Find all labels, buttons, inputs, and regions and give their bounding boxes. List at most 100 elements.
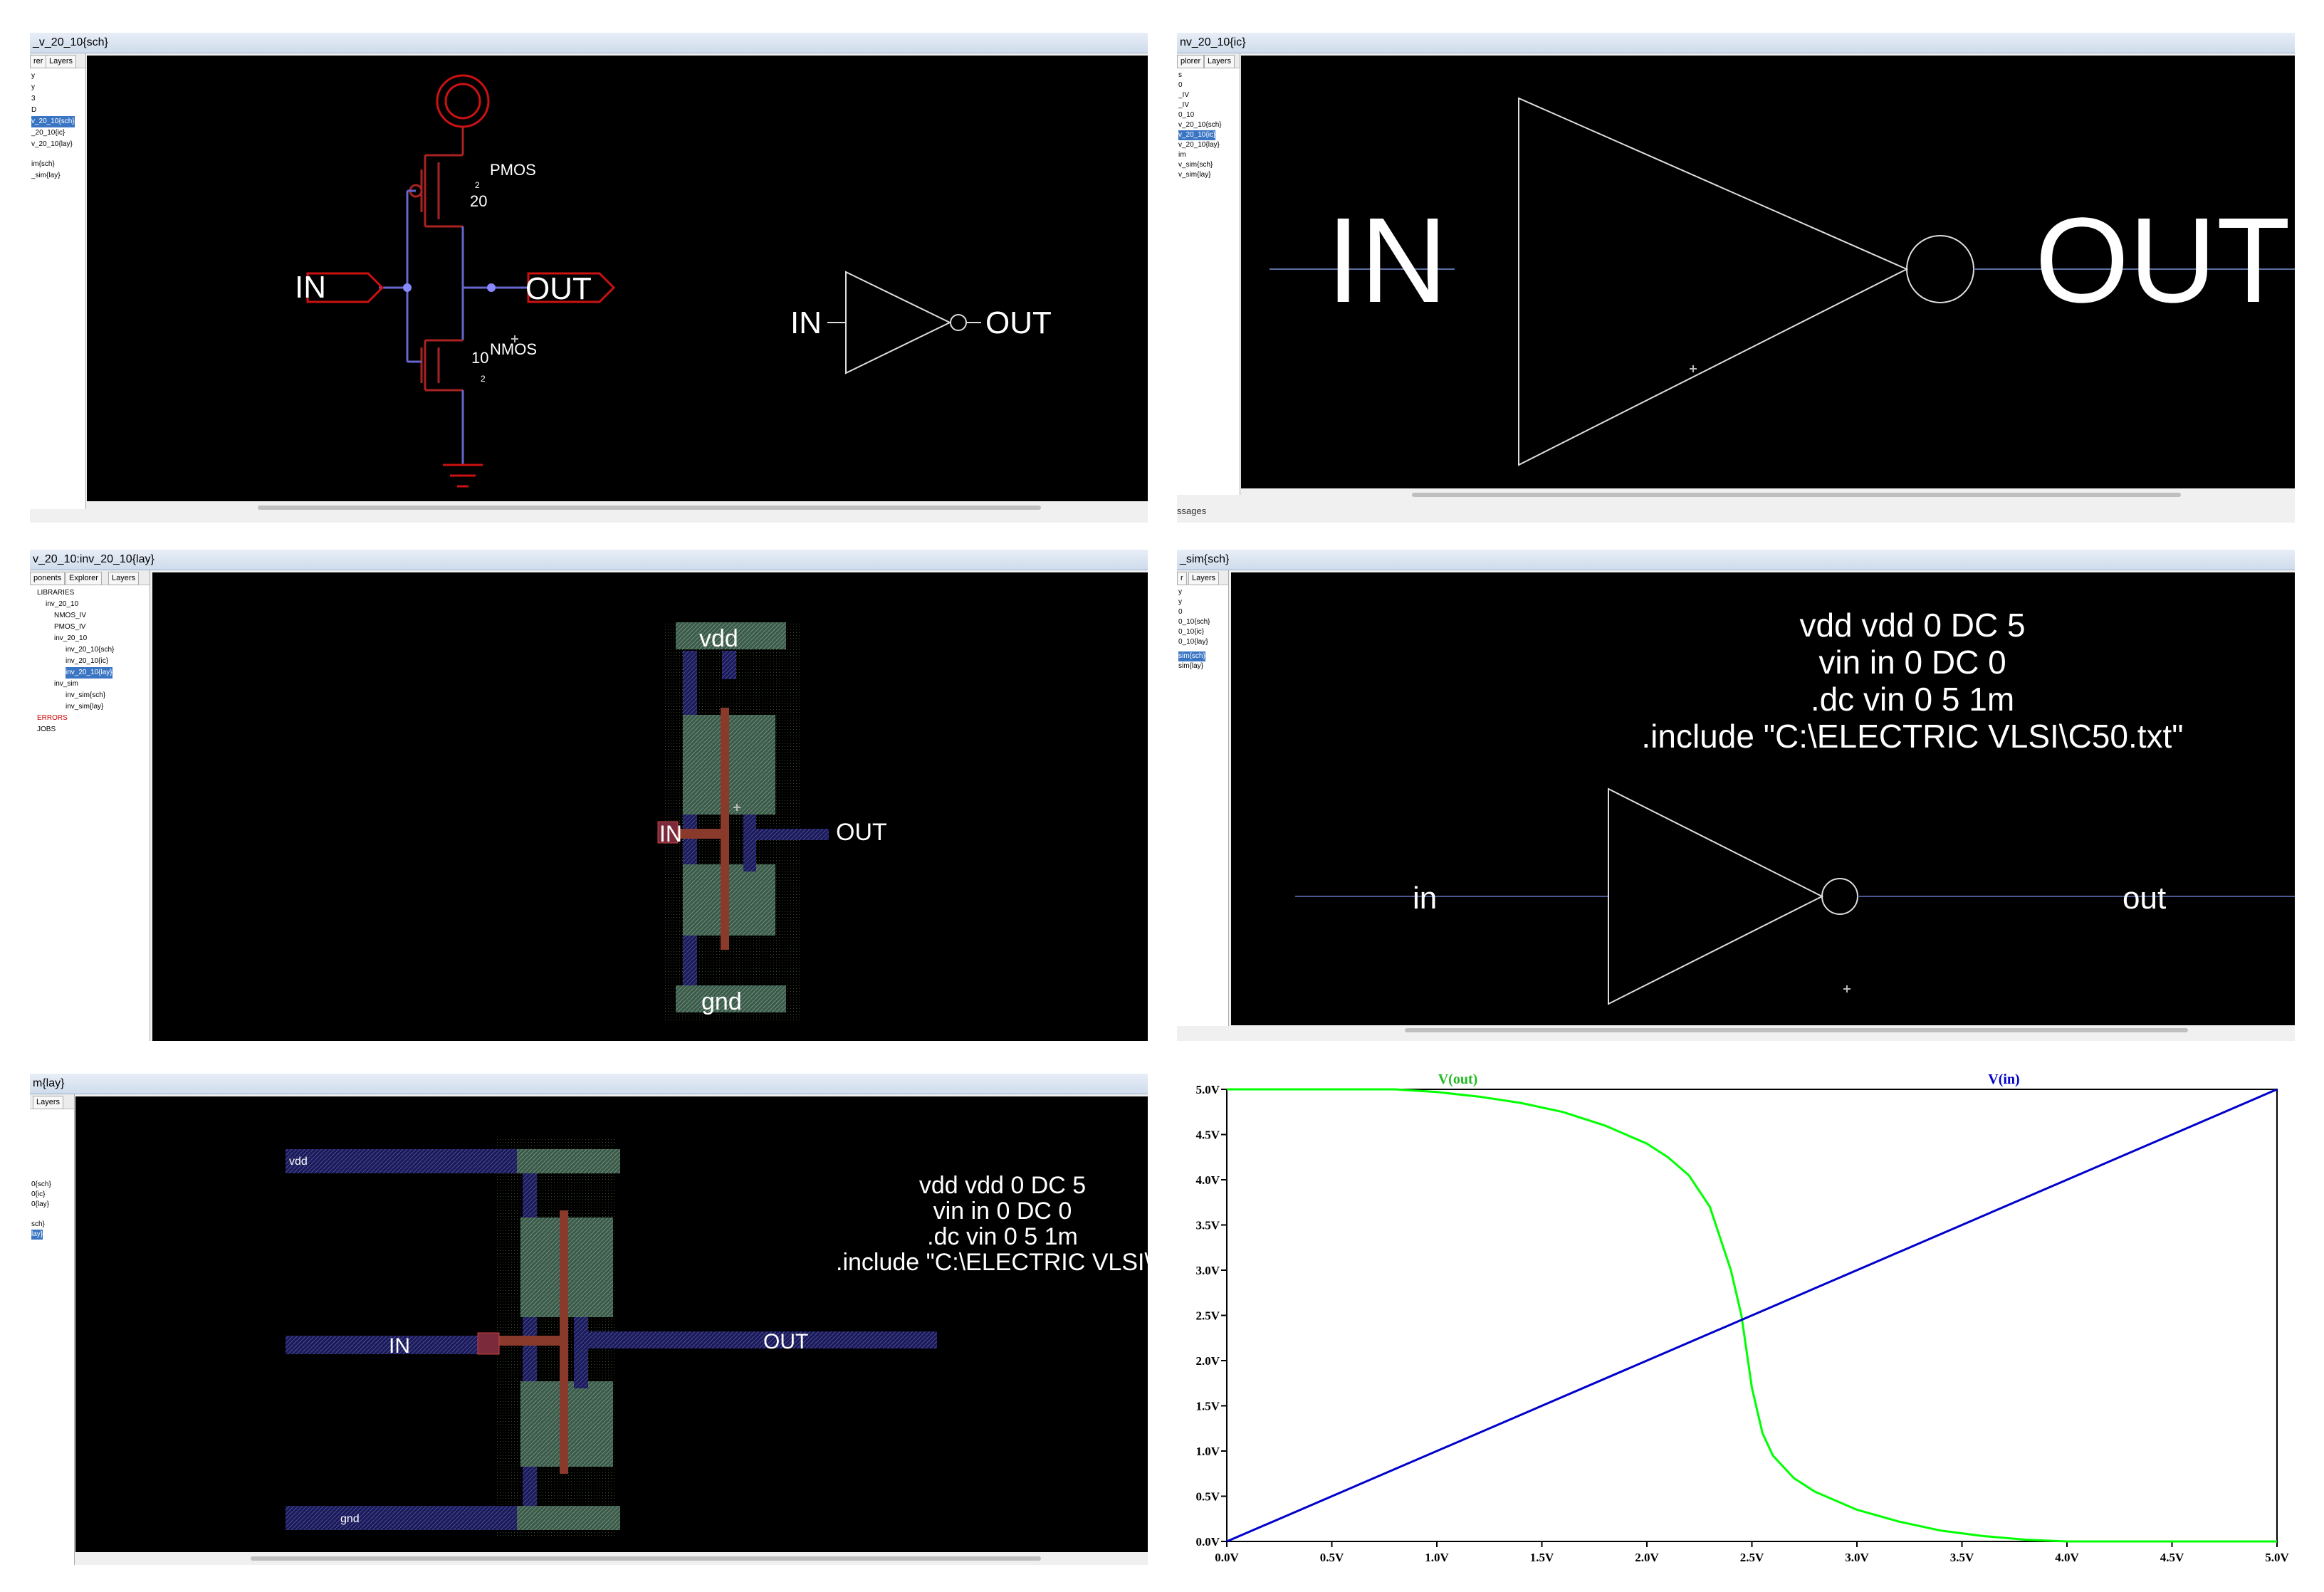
tree-item[interactable]: _20_10{ic} [31,129,66,137]
sim-layout-canvas[interactable]: vdd gnd IN OUT vdd vdd 0 DC 5 vin in 0 D… [75,1096,1148,1552]
tree-item-selected[interactable]: v_20_10{ic} [1178,130,1216,140]
tree-item[interactable]: inv_20_10{sch} [66,646,115,654]
inverter-icon [1608,787,1824,1005]
x-tick-label: 1.0V [1425,1551,1449,1564]
tree-item[interactable]: _IV [1178,101,1190,109]
horizontal-scrollbar[interactable] [1412,493,2181,497]
y-tick-label: 1.5V [1195,1400,1220,1413]
spice-line: vin in 0 DC 0 [933,1198,1072,1225]
out-pin [527,272,616,303]
dc-sweep-chart: 0.0V 0.5V 1.0V 1.5V 2.0V 2.5V 3.0V 3.5V 4.0V 4.5V… [1177,1068,2295,1578]
tab-layers[interactable]: Layers [1188,572,1220,585]
tree-item[interactable]: NMOS_IV [54,612,87,619]
tree-item[interactable]: 0_10{lay} [1178,638,1208,646]
horizontal-scrollbar[interactable] [251,1556,1041,1561]
tree-item-selected[interactable]: inv_20_10{lay} [66,667,112,679]
icon-drawing: IN OUT [1270,97,2295,466]
tree-item[interactable]: im [1178,151,1186,159]
tab-explorer[interactable]: r [1177,572,1187,585]
tree-item[interactable]: 0_10 [1178,111,1195,119]
sim-schematic-window: _sim{sch} r Layers y y 0 0_10{sch} 0_10{… [1177,550,2295,1041]
y-tick-label: 4.0V [1195,1173,1220,1187]
tab-layers[interactable]: Layers [46,55,77,68]
layout-window: v_20_10:inv_20_10{lay} ponents Explorer … [30,550,1148,1041]
tree-item[interactable]: JOBS [37,726,56,733]
tree-item[interactable]: PMOS_IV [54,623,86,631]
tree-item[interactable]: _sim{lay} [31,172,61,179]
horizontal-scrollbar[interactable] [1405,1028,2188,1032]
label-out: OUT [763,1330,808,1353]
y-tick-label: 2.0V [1195,1354,1220,1368]
tree-item[interactable]: ERRORS [37,714,68,722]
tree-item[interactable]: 0{ic} [31,1190,46,1198]
sidebar-tabs: rer Layers [30,53,85,68]
tree-item[interactable]: y [1178,588,1182,596]
x-tick-label: 1.5V [1530,1551,1554,1564]
tree-item[interactable]: inv_20_10{ic} [66,657,109,665]
tree-item[interactable]: inv_sim [54,680,78,688]
tree-item[interactable]: 0 [1178,608,1183,616]
sidebar-tabs: ponents Explorer Layers [30,570,150,585]
window-title: _sim{sch} [1177,550,2295,570]
tree-item[interactable]: 0{sch} [31,1180,51,1188]
explorer-tree: y y 0 0_10{sch} 0_10{ic} 0_10{lay} sim{s… [1178,587,1227,1026]
tree-item[interactable]: LIBRARIES [37,589,75,597]
icon-window: nv_20_10{ic} plorer Layers s 0 _IV _IV 0… [1177,33,2295,523]
tree-item-selected[interactable]: sim{sch} [1178,651,1205,661]
label-out: out [2123,881,2166,916]
tree-item[interactable]: s [1178,71,1182,79]
label-in: IN [659,821,682,847]
tree-item[interactable]: 0{lay} [31,1200,50,1208]
tab-layers[interactable]: Layers [33,1096,64,1109]
tree-item[interactable]: 0 [1178,81,1183,89]
tree-item[interactable]: v_sim{sch} [1178,161,1213,169]
schematic-canvas[interactable]: IN OUT PMOS NMOS 20 10 2 2 IN OUT [87,56,1148,501]
spice-line: vdd vdd 0 DC 5 [1799,607,2025,644]
tree-item[interactable]: v_20_10{sch} [1178,121,1222,129]
tab-components[interactable]: ponents [30,572,66,585]
tree-item[interactable]: inv_sim{sch} [66,691,106,699]
sidebar-tabs: plorer Layers [1177,53,1240,68]
tree-item[interactable]: 0_10{sch} [1178,618,1210,626]
tab-explorer[interactable]: plorer [1177,55,1205,68]
out-wire [743,829,829,840]
schematic-drawing: IN OUT PMOS NMOS 20 10 2 2 IN OUT [295,74,1052,488]
tree-item[interactable]: v_sim{lay} [1178,171,1211,179]
tree-item[interactable]: 0_10{ic} [1178,628,1205,636]
tree-item-selected[interactable]: v_20_10{sch} [31,116,75,127]
explorer-tree: y y 3 D v_20_10{sch} _20_10{ic} v_20_10{… [31,70,84,509]
junction-dot [403,283,412,292]
tree-item-selected[interactable]: lay} [31,1230,43,1240]
explorer-sidebar: ponents Explorer Layers LIBRARIES inv_20… [30,570,150,1041]
tab-layers[interactable]: Layers [108,572,140,585]
tree-item[interactable]: v_20_10{lay} [31,140,73,148]
layout-canvas[interactable]: vdd gnd IN OUT [152,572,1148,1041]
tree-item[interactable]: inv_sim{lay} [66,703,104,711]
tree-item[interactable]: v_20_10{lay} [1178,141,1220,149]
tab-layers[interactable]: Layers [1204,55,1235,68]
tab-explorer[interactable]: rer [30,55,47,68]
vdd-rail [676,622,786,649]
x-tick-label: 2.5V [1740,1551,1764,1564]
tab-explorer[interactable]: Explorer [66,572,102,585]
label-in: IN [295,270,326,305]
tree-item[interactable]: y [31,83,35,91]
horizontal-scrollbar[interactable] [258,506,1041,510]
tree-item[interactable]: sim{lay} [1178,662,1204,670]
tree-item[interactable]: _IV [1178,91,1190,99]
icon-canvas[interactable]: IN OUT [1241,56,2295,488]
sim-schematic-canvas[interactable]: vdd vdd 0 DC 5 vin in 0 DC 0 .dc vin 0 5… [1231,572,2295,1025]
tree-item[interactable]: y [1178,598,1182,606]
y-tick-label: 1.0V [1195,1445,1220,1458]
tree-item[interactable]: y [31,72,35,80]
tree-item[interactable]: inv_20_10 [46,600,79,608]
tree-item[interactable]: 3 [31,95,36,103]
tree-item[interactable]: D [31,106,37,114]
tree-item[interactable]: sch} [31,1220,45,1228]
tree-item[interactable]: inv_20_10 [54,634,88,642]
x-tick-label: 4.0V [2055,1551,2079,1564]
in-wire [286,1336,499,1354]
icon-label-in: IN [790,305,822,340]
label-in: IN [1326,193,1448,328]
tree-item[interactable]: im{sch} [31,160,55,168]
